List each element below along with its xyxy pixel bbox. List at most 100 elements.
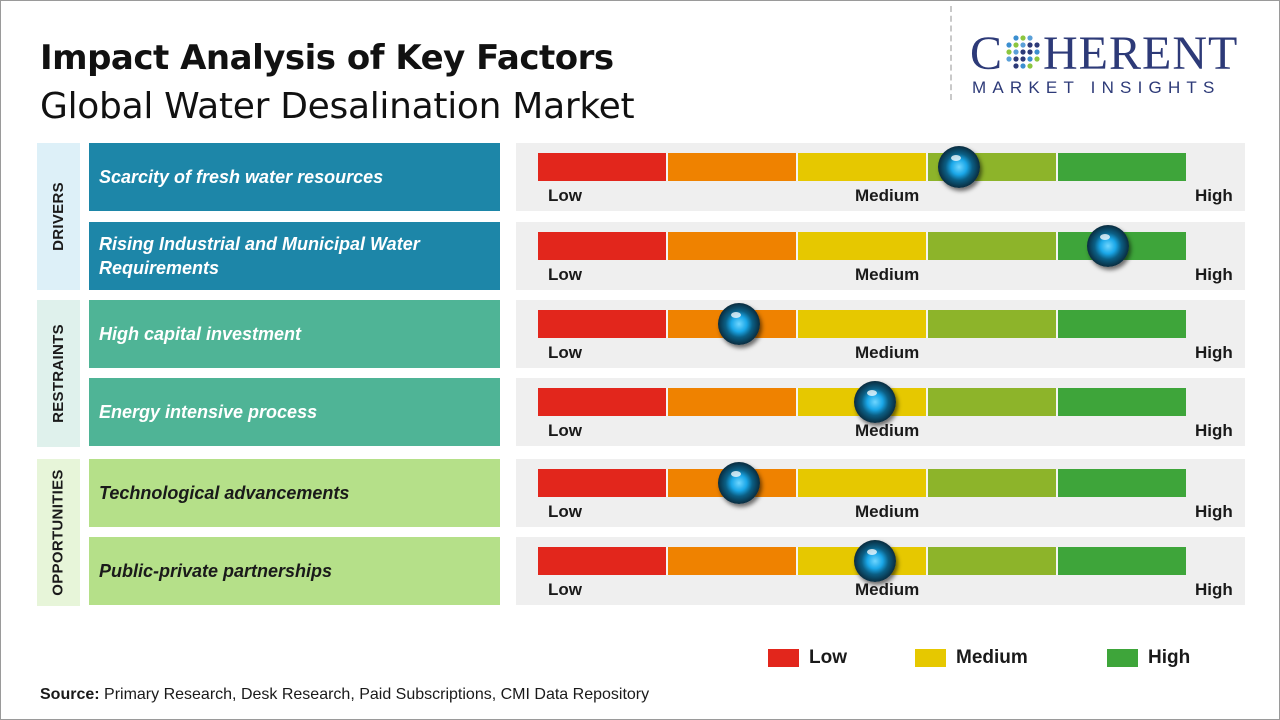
scale-medium-label: Medium [855, 265, 920, 284]
impact-scale-bar [538, 388, 1186, 416]
scale-segment [1058, 469, 1186, 497]
scale-medium-label: Medium [855, 186, 920, 205]
category-band-restraints: RESTRAINTS [37, 300, 80, 447]
logo-letters: HERENT [1043, 27, 1239, 80]
scale-high-label: High [1195, 186, 1233, 205]
scale-medium-label: Medium [855, 502, 920, 521]
category-band-drivers: DRIVERS [37, 143, 80, 290]
scale-medium-label: Medium [855, 580, 920, 599]
legend-label: High [1148, 647, 1191, 668]
factor-label-box: Rising Industrial and Municipal Water Re… [89, 222, 500, 290]
scale-medium-label: Medium [855, 421, 920, 440]
scale-segment [668, 232, 798, 260]
scale-segment [798, 310, 928, 338]
scale-segment [538, 469, 668, 497]
scale-medium-label: Medium [855, 343, 920, 362]
scale-segment [1058, 388, 1186, 416]
scale-segment [538, 388, 668, 416]
impact-scale-bar [538, 469, 1186, 497]
scale-segment [928, 547, 1058, 575]
factor-label-box: Scarcity of fresh water resources [89, 143, 500, 211]
page-title: Impact Analysis of Key Factors [40, 38, 614, 78]
logo-dot [1027, 56, 1033, 62]
logo-dot [1027, 35, 1033, 41]
scale-high-label: High [1195, 343, 1233, 362]
scale-high-label: High [1195, 502, 1233, 521]
logo-dot [1006, 42, 1012, 48]
scale-segment [1058, 153, 1186, 181]
logo-dot [1020, 56, 1026, 62]
legend-item-medium: Medium [915, 647, 1028, 669]
logo-letter-c: C [970, 27, 1004, 80]
scale-segment [668, 388, 798, 416]
logo-dot [1027, 42, 1033, 48]
logo-dot [1013, 63, 1019, 69]
scale-low-label: Low [548, 421, 582, 440]
logo-tagline: MARKET INSIGHTS [972, 78, 1221, 97]
factor-label: Rising Industrial and Municipal Water Re… [99, 234, 420, 278]
scale-segment [538, 547, 668, 575]
source-text: Primary Research, Desk Research, Paid Su… [99, 686, 650, 703]
logo-dot-grid-icon [1006, 35, 1040, 69]
scale-segment [928, 388, 1058, 416]
scale-segment [1058, 547, 1186, 575]
scale-low-label: Low [548, 580, 582, 599]
source-note: Source: Primary Research, Desk Research,… [40, 686, 649, 704]
factor-label: Scarcity of fresh water resources [99, 167, 384, 187]
scale-high-label: High [1195, 421, 1233, 440]
legend-swatch [1107, 649, 1138, 667]
logo-dot [1013, 56, 1019, 62]
impact-track: Low Medium High [516, 143, 1245, 211]
logo-dot [1020, 63, 1026, 69]
logo-dot [1006, 56, 1012, 62]
scale-high-label: High [1195, 580, 1233, 599]
logo-dot [1020, 49, 1026, 55]
impact-scale-bar [538, 153, 1186, 181]
logo-dot [1027, 63, 1033, 69]
logo-dot [1034, 49, 1040, 55]
scale-segment [1058, 310, 1186, 338]
scale-segment [798, 232, 928, 260]
category-label: RESTRAINTS [50, 324, 67, 423]
impact-level-marker [853, 381, 896, 423]
scale-segment [928, 232, 1058, 260]
legend-item-low: Low [768, 647, 847, 669]
scale-low-label: Low [548, 343, 582, 362]
factor-label: High capital investment [99, 324, 302, 344]
scale-segment [928, 310, 1058, 338]
factor-label: Technological advancements [99, 483, 350, 503]
scale-low-label: Low [548, 186, 582, 205]
logo-dot [1013, 49, 1019, 55]
impact-level-marker [717, 462, 760, 504]
impact-track: Low Medium High [516, 222, 1245, 290]
logo-divider [950, 6, 952, 100]
factor-label-box: Public-private partnerships [89, 537, 500, 605]
logo-dot [1020, 42, 1026, 48]
logo-dot [1020, 35, 1026, 41]
category-label: OPPORTUNITIES [50, 469, 68, 596]
scale-segment [928, 469, 1058, 497]
logo-dot [1006, 49, 1012, 55]
logo-dot [1027, 49, 1033, 55]
impact-level-marker [717, 303, 760, 345]
company-logo: C HERENT [970, 28, 1238, 80]
impact-track: Low Medium High [516, 537, 1245, 605]
legend-swatch [768, 649, 799, 667]
scale-segment [668, 547, 798, 575]
factor-label-box: Technological advancements [89, 459, 500, 527]
factor-label: Public-private partnerships [99, 561, 333, 581]
impact-level-marker [938, 146, 981, 188]
legend-label: Low [809, 647, 847, 668]
impact-level-marker [853, 540, 896, 582]
logo-dot [1013, 42, 1019, 48]
scale-segment [538, 310, 668, 338]
scale-segment [798, 469, 928, 497]
factor-label: Energy intensive process [99, 402, 318, 422]
scale-low-label: Low [548, 265, 582, 284]
scale-high-label: High [1195, 265, 1233, 284]
source-label: Source: [40, 686, 100, 703]
factor-label-box: High capital investment [89, 300, 500, 368]
impact-scale-bar [538, 310, 1186, 338]
page-subtitle: Global Water Desalination Market [40, 86, 635, 127]
impact-track: Low Medium High [516, 378, 1245, 446]
